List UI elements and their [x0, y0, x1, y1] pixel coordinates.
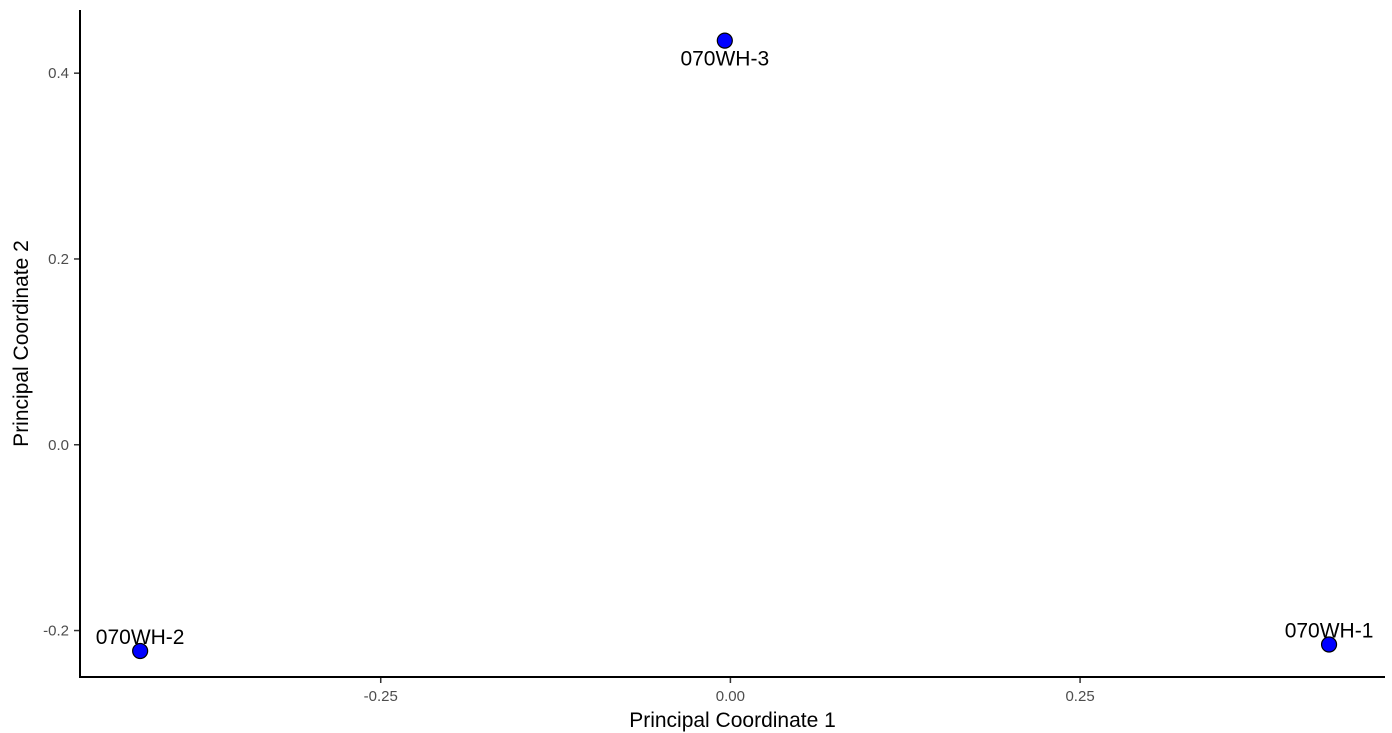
- y-tick-label: 0.0: [48, 437, 69, 454]
- x-tick-label: 0.00: [716, 688, 745, 705]
- data-points: [132, 32, 1338, 660]
- y-axis-title: Principal Coordinate 2: [10, 240, 33, 447]
- y-tick-label: 0.4: [48, 65, 69, 82]
- y-tick-label: -0.2: [43, 623, 69, 640]
- x-tick-label: 0.25: [1065, 688, 1094, 705]
- data-point: [1320, 636, 1338, 653]
- point-label: 070WH-3: [680, 48, 769, 71]
- x-axis-title: Principal Coordinate 1: [629, 709, 836, 732]
- data-point: [716, 32, 733, 49]
- point-label: 070WH-2: [96, 626, 185, 649]
- axis-ticks: -0.25 0.00 0.25 -0.2 0.0 0.2 0.4: [43, 65, 1095, 705]
- point-labels: 070WH-1 070WH-2 070WH-3: [96, 48, 1374, 649]
- y-tick-label: 0.2: [48, 251, 69, 268]
- data-point: [132, 642, 149, 660]
- x-tick-label: -0.25: [364, 688, 398, 705]
- point-label: 070WH-1: [1285, 619, 1374, 642]
